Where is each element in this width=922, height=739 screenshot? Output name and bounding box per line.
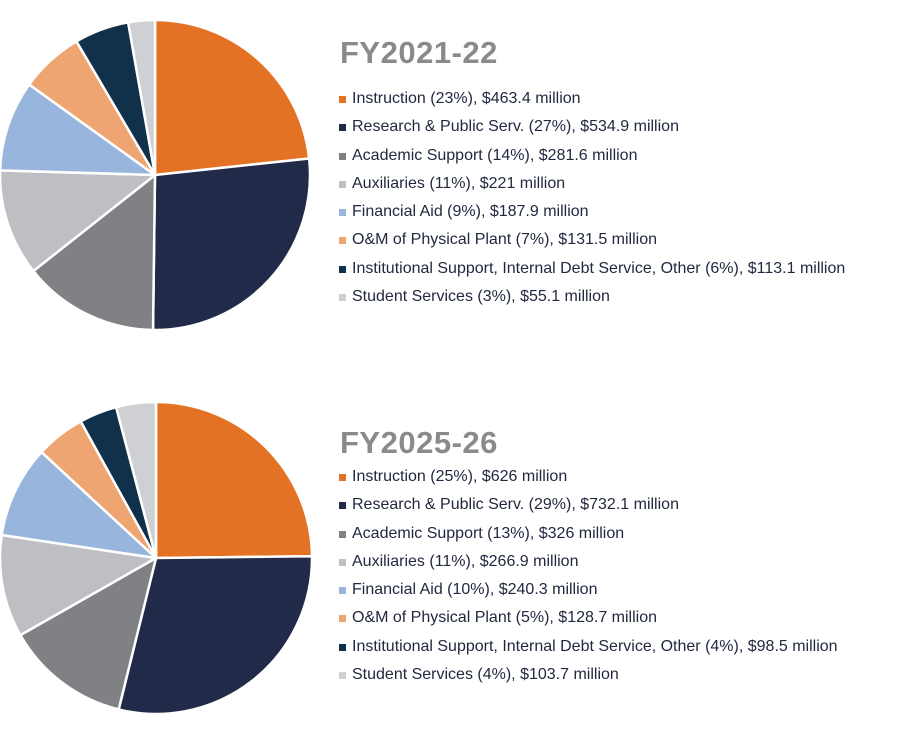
legend-label: Auxiliaries (11%), $266.9 million [352, 552, 579, 570]
legend-label: Research & Public Serv. (29%), $732.1 mi… [352, 496, 679, 514]
pie-slice-financial-aid [0, 83, 157, 177]
pie-slice-research-and-public-serv [117, 554, 314, 716]
legend-label: Research & Public Serv. (27%), $534.9 mi… [352, 118, 679, 136]
legend-swatch [339, 587, 346, 595]
legend-swatch [339, 265, 346, 273]
legend-item-oandm-of-physical-plant: O&M of Physical Plant (7%), $131.5 milli… [339, 226, 845, 254]
chart-title: FY2025-26 [340, 425, 498, 460]
legend-item-financial-aid: Financial Aid (10%), $240.3 million [339, 576, 838, 604]
pie-slice-academic-support [19, 556, 158, 711]
legend-item-auxiliaries: Auxiliaries (11%), $221 million [339, 170, 845, 198]
legend-swatch [339, 124, 346, 132]
legend-item-institutional-support-internal-debt-service-other: Institutional Support, Internal Debt Ser… [339, 633, 838, 661]
legend: Instruction (25%), $626 million Research … [339, 463, 838, 689]
legend-label: Financial Aid (9%), $187.9 million [352, 203, 589, 221]
legend-item-oandm-of-physical-plant: O&M of Physical Plant (5%), $128.7 milli… [339, 604, 838, 632]
legend-swatch [339, 502, 346, 510]
legend-swatch [339, 530, 346, 538]
legend-label: Instruction (23%), $463.4 million [352, 90, 581, 107]
legend-label: O&M of Physical Plant (5%), $128.7 milli… [352, 609, 658, 627]
legend-item-financial-aid: Financial Aid (9%), $187.9 million [339, 198, 845, 226]
legend-swatch [339, 237, 346, 245]
legend-item-instruction: Instruction (23%), $463.4 million [339, 85, 845, 113]
pie-slice-instruction [153, 19, 311, 177]
legend-swatch [339, 180, 346, 188]
legend-label: Student Services (3%), $55.1 million [352, 288, 610, 306]
legend-label: Instruction (25%), $626 million [352, 468, 568, 485]
pie-slice-financial-aid [0, 450, 158, 560]
legend-label: O&M of Physical Plant (7%), $131.5 milli… [352, 231, 658, 249]
legend-item-academic-support: Academic Support (13%), $326 million [339, 520, 838, 548]
legend-swatch [339, 96, 346, 103]
legend-item-auxiliaries: Auxiliaries (11%), $266.9 million [339, 548, 838, 576]
legend-label: Institutional Support, Internal Debt Ser… [352, 637, 838, 655]
legend-label: Financial Aid (10%), $240.3 million [352, 581, 598, 599]
pie-slice-student-services [126, 19, 157, 177]
pie-chart-fy2025-26 [0, 400, 314, 716]
pie-slice-instruction [154, 400, 314, 560]
legend-item-instruction: Instruction (25%), $626 million [339, 463, 838, 491]
pie-slice-auxiliaries [0, 533, 158, 637]
legend-swatch [339, 209, 346, 217]
pie-slice-student-services [114, 400, 158, 560]
legend: Instruction (23%), $463.4 million Researc… [339, 85, 845, 311]
legend-item-research-and-public-serv: Research & Public Serv. (29%), $732.1 mi… [339, 491, 838, 519]
legend-item-research-and-public-serv: Research & Public Serv. (27%), $534.9 mi… [339, 113, 845, 141]
pie-slice-research-and-public-serv [151, 157, 312, 332]
legend-item-student-services: Student Services (3%), $55.1 million [339, 283, 845, 311]
pie-slice-academic-support [32, 173, 157, 332]
chart-title: FY2021-22 [340, 35, 498, 70]
legend-swatch [339, 615, 346, 623]
pie-slice-auxiliaries [0, 169, 157, 273]
legend-label: Student Services (4%), $103.7 million [352, 666, 619, 684]
legend-item-student-services: Student Services (4%), $103.7 million [339, 661, 838, 689]
legend-swatch [339, 672, 346, 680]
legend-item-academic-support: Academic Support (14%), $281.6 million [339, 142, 845, 170]
legend-swatch [339, 474, 346, 481]
legend-swatch [339, 643, 346, 651]
legend-label: Academic Support (14%), $281.6 million [352, 146, 638, 164]
legend-swatch [339, 152, 346, 160]
legend-swatch [339, 294, 346, 302]
legend-label: Academic Support (13%), $326 million [352, 524, 625, 542]
legend-label: Institutional Support, Internal Debt Ser… [352, 259, 846, 277]
legend-label: Auxiliaries (11%), $221 million [352, 174, 566, 192]
legend-item-institutional-support-internal-debt-service-other: Institutional Support, Internal Debt Ser… [339, 255, 845, 283]
pie-chart-fy2021-22 [0, 19, 312, 332]
legend-swatch [339, 558, 346, 566]
